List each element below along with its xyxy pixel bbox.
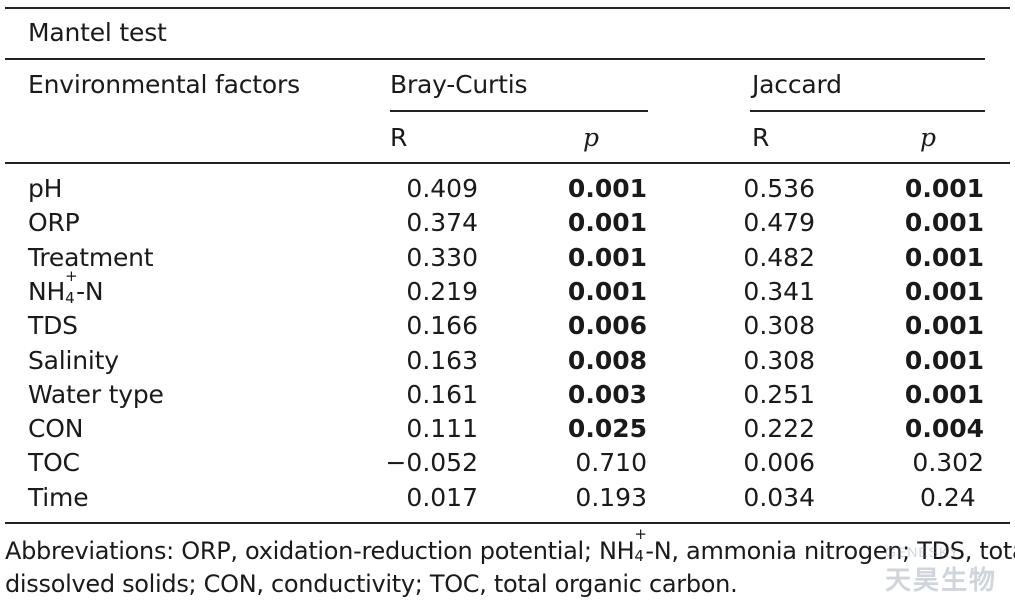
cell-j-p: 0.001 — [904, 208, 984, 237]
footnote-text-a: Abbreviations: ORP, oxidation-reduction … — [5, 537, 635, 565]
cell-bc-p: 0.003 — [567, 380, 647, 409]
cell-bc-p: 0.006 — [567, 311, 647, 340]
cell-j-p: 0.001 — [904, 346, 984, 375]
cell-bc-p: 0.008 — [567, 346, 647, 375]
cell-j-r: 0.251 — [743, 380, 815, 409]
col-header-env: Environmental factors — [28, 70, 300, 99]
cell-j-p: 0.001 — [904, 174, 984, 203]
subheader-j-r: R — [752, 123, 770, 152]
cell-bc-r: 0.017 — [406, 483, 478, 512]
cell-j-r: 0.536 — [743, 174, 815, 203]
cell-j-p: 0.24 — [920, 483, 976, 512]
cell-j-r: 0.222 — [743, 414, 815, 443]
cell-bc-p: 0.025 — [567, 414, 647, 443]
title-rule — [5, 58, 985, 60]
watermark-logo: GENESKY 天昊生物 — [885, 544, 997, 597]
footnote-chem-sub-sup: +4 — [634, 525, 647, 565]
cell-bc-p: 0.001 — [567, 277, 647, 306]
row-factor: CON — [28, 414, 84, 443]
table-title: Mantel test — [28, 18, 167, 47]
cell-bc-p: 0.193 — [575, 483, 647, 512]
cell-bc-p: 0.001 — [567, 243, 647, 272]
cell-j-p: 0.001 — [904, 380, 984, 409]
cell-j-r: 0.479 — [743, 208, 815, 237]
bray-curtis-rule — [390, 110, 648, 112]
cell-bc-r: 0.161 — [406, 380, 478, 409]
row-factor: ORP — [28, 208, 80, 237]
cell-j-r: 0.308 — [743, 311, 815, 340]
row-factor: Water type — [28, 380, 164, 409]
cell-bc-r: 0.374 — [406, 208, 478, 237]
row-factor: Salinity — [28, 346, 119, 375]
cell-bc-p: 0.001 — [567, 208, 647, 237]
cell-j-r: 0.308 — [743, 346, 815, 375]
cell-bc-r: −0.052 — [385, 448, 478, 477]
watermark-latin: GENESKY — [884, 544, 960, 560]
top-rule — [5, 7, 1010, 9]
subheader-j-p: p — [920, 123, 936, 152]
cell-j-p: 0.004 — [904, 414, 984, 443]
cell-j-r: 0.341 — [743, 277, 815, 306]
cell-bc-r: 0.219 — [406, 277, 478, 306]
cell-bc-p: 0.001 — [567, 174, 647, 203]
subheader-bc-p: p — [583, 123, 599, 152]
col-header-bray-curtis: Bray-Curtis — [390, 70, 528, 99]
cell-bc-r: 0.409 — [406, 174, 478, 203]
row-factor: Time — [28, 483, 89, 512]
cell-bc-r: 0.111 — [406, 414, 478, 443]
cell-j-p: 0.001 — [904, 311, 984, 340]
cell-j-r: 0.482 — [743, 243, 815, 272]
watermark-chinese: 天昊生物 — [884, 566, 997, 596]
cell-bc-r: 0.330 — [406, 243, 478, 272]
cell-bc-r: 0.163 — [406, 346, 478, 375]
footnote-line-2: dissolved solids; CON, conductivity; TOC… — [5, 570, 738, 598]
jaccard-rule — [750, 110, 985, 112]
row-factor: TOC — [28, 448, 80, 477]
row-factor: TDS — [28, 311, 78, 340]
row-factor: pH — [28, 174, 63, 203]
footnote-text-b: -N, ammonia nitrogen; TDS, total — [645, 537, 1015, 565]
subheader-bc-r: R — [390, 123, 408, 152]
row-factor: NH +4 -N — [28, 267, 104, 307]
bottom-rule — [5, 522, 1010, 524]
row-factor: Treatment — [28, 243, 154, 272]
cell-j-p: 0.001 — [904, 277, 984, 306]
footnote-line-1: Abbreviations: ORP, oxidation-reduction … — [5, 525, 1015, 567]
cell-j-p: 0.001 — [904, 243, 984, 272]
header-rule — [5, 162, 1010, 164]
cell-j-p: 0.302 — [912, 448, 984, 477]
cell-bc-p: 0.710 — [575, 448, 647, 477]
cell-j-r: 0.034 — [743, 483, 815, 512]
cell-j-r: 0.006 — [743, 448, 815, 477]
cell-bc-r: 0.166 — [406, 311, 478, 340]
col-header-jaccard: Jaccard — [752, 70, 842, 99]
